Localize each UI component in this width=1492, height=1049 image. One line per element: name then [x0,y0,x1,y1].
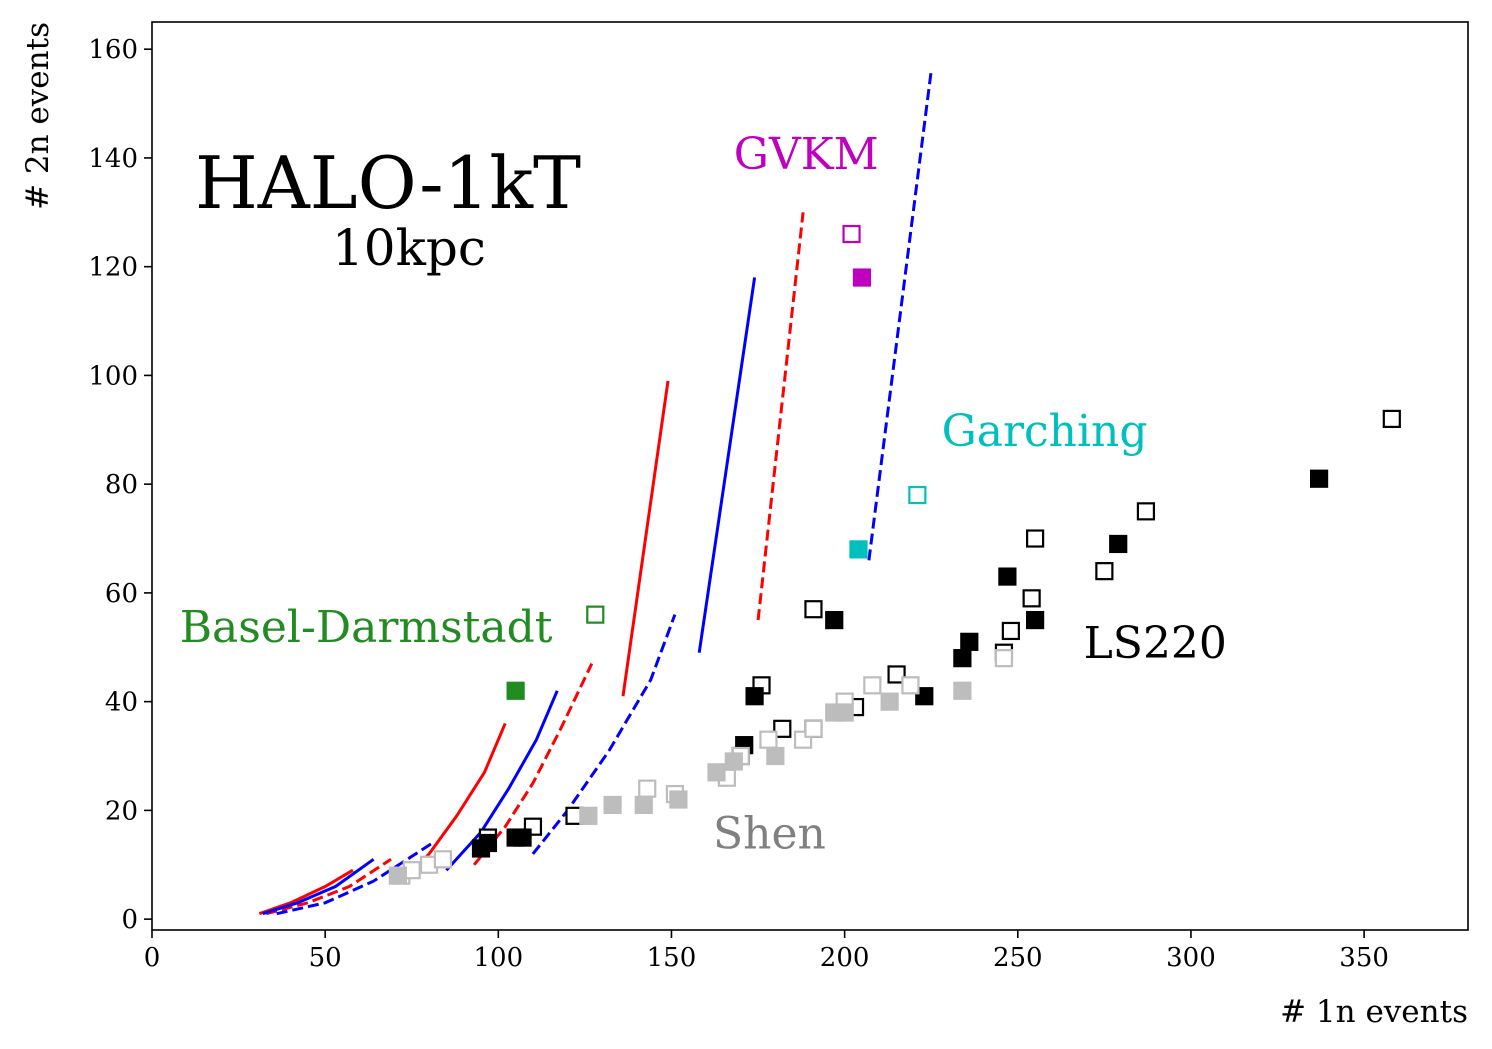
open-square-marker [1382,409,1401,429]
y-tick-label: 100 [88,361,138,391]
model-label-basel-darmstadt: Basel-Darmstadt [180,602,553,653]
x-tick-label: 200 [820,943,870,973]
filled-square-marker [707,763,726,782]
y-tick-label: 140 [88,144,138,174]
filled-square-marker [603,795,622,815]
labels-layer: GVKM Garching Basel-Darmstadt LS220 Shen [180,129,1227,860]
x-tick-label: 300 [1166,943,1216,973]
dashed-model-curve [756,212,805,621]
y-axis-title: # 2n events [20,22,56,210]
filled-square-marker [835,703,854,722]
y-tick-label: 20 [105,796,138,826]
filled-square-marker [388,866,407,885]
filled-square-marker [724,752,743,771]
filled-square-marker [915,687,934,706]
open-square-marker [804,719,823,738]
solid-model-curve [407,722,507,877]
chart-subtitle: 10kpc [332,219,486,277]
solid-model-curve [258,868,354,916]
open-square-marker [1022,589,1041,608]
dashed-model-curve [867,70,933,561]
ticks-layer: 0 50 100 150 200 250 300 350 0 20 40 60 80 100 120 140 1… [88,35,1389,973]
x-tick-label: 150 [647,943,697,973]
y-tick-label: 40 [105,688,138,718]
model-label-gvkm: GVKM [734,129,879,180]
open-square-marker [842,224,861,244]
dashed-model-curve [531,614,677,855]
y-tick-label: 60 [105,579,138,609]
x-axis-title: # 1n events [1280,994,1468,1030]
open-square-marker [887,665,906,684]
open-square-marker [773,719,792,738]
x-tick-label: 250 [993,943,1043,973]
filled-square-marker [766,746,785,766]
open-square-marker [586,605,605,624]
filled-square-marker [953,681,972,700]
filled-square-marker [513,828,532,847]
filled-square-marker [745,687,764,706]
model-label-ls220: LS220 [1084,618,1227,669]
dashed-model-curve [265,858,392,916]
x-tick-label: 0 [144,943,161,973]
filled-square-marker [634,795,653,815]
open-square-marker [1095,562,1114,581]
solid-model-curve [445,690,559,872]
open-square-marker [433,850,453,869]
model-label-shen: Shen [713,808,826,859]
filled-square-marker [1109,534,1128,554]
model-label-garching: Garching [942,406,1148,457]
filled-square-marker [669,790,688,809]
solid-model-curve [262,858,375,916]
y-tick-label: 160 [88,35,138,65]
filled-square-marker [1309,469,1329,488]
filled-square-marker [998,567,1017,586]
y-tick-label: 80 [105,470,138,500]
filled-square-marker [953,649,972,668]
filled-square-marker [1026,610,1045,630]
open-square-marker [863,676,882,695]
filled-square-marker [960,632,979,651]
open-square-marker [901,676,920,695]
y-tick-label: 120 [88,253,138,283]
open-square-marker [1001,621,1020,641]
filled-square-marker [849,540,868,559]
filled-square-marker [506,681,525,700]
open-square-marker [908,485,927,505]
y-tick-label: 0 [121,905,138,935]
x-tick-label: 100 [473,943,523,973]
filled-square-marker [825,610,844,630]
filled-square-marker [579,806,598,825]
open-square-marker [804,600,823,619]
open-square-marker [1026,529,1045,548]
solid-model-curve [697,277,757,653]
chart-title: HALO-1kT [195,141,581,225]
open-square-marker [994,649,1014,668]
solid-model-curve [621,380,670,697]
filled-square-marker [880,692,899,711]
open-square-marker [1136,502,1156,521]
plot-frame [151,21,1469,931]
filled-square-marker [852,268,872,287]
x-tick-label: 50 [309,943,342,973]
filled-square-marker [471,839,491,858]
x-tick-label: 350 [1339,943,1389,973]
series-layer [258,70,1401,916]
open-square-marker [759,730,778,749]
open-square-marker [638,779,657,798]
